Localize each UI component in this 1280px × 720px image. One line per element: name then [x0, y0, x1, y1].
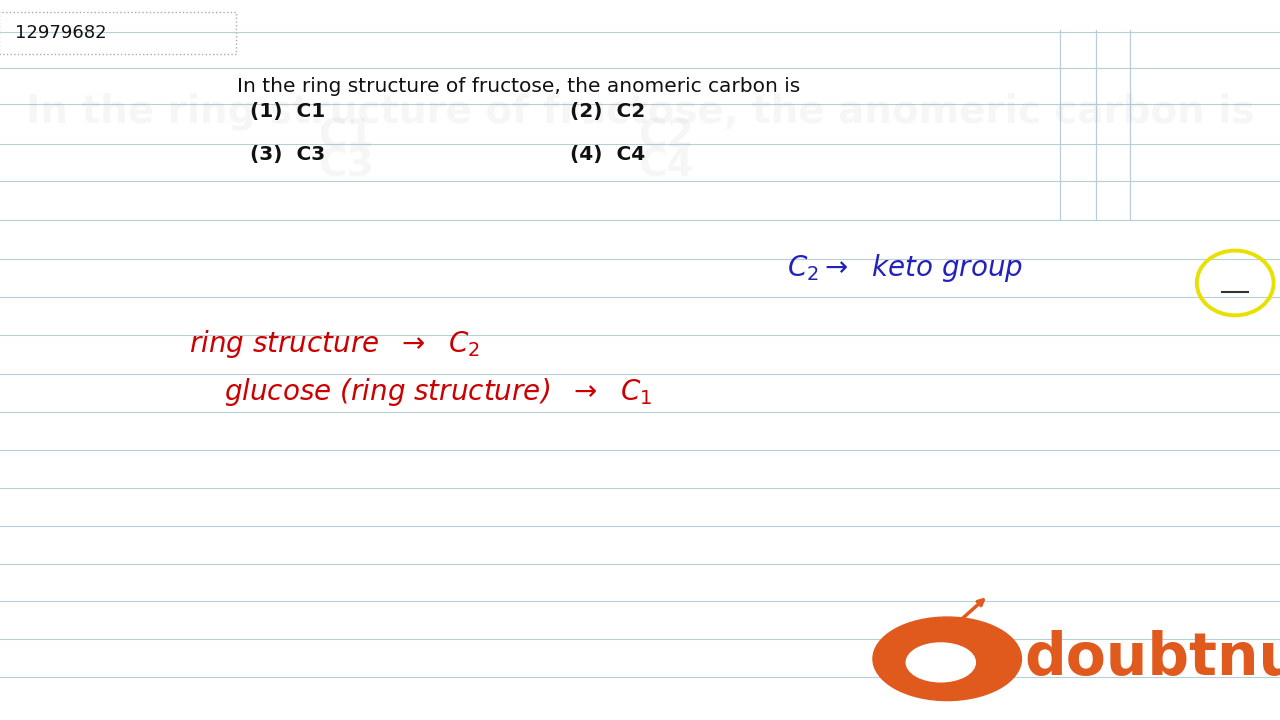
Text: (1)  C1: (1) C1	[250, 102, 325, 121]
Text: In the ring structure of fructose, the anomeric carbon is: In the ring structure of fructose, the a…	[26, 93, 1254, 130]
Text: (2)  C2: (2) C2	[570, 102, 645, 121]
Text: C1: C1	[317, 118, 374, 156]
FancyBboxPatch shape	[0, 12, 236, 54]
Text: In the ring structure of fructose, the anomeric carbon is: In the ring structure of fructose, the a…	[237, 77, 800, 96]
Circle shape	[873, 617, 1021, 701]
Circle shape	[906, 643, 975, 682]
Text: 12979682: 12979682	[15, 24, 108, 42]
Text: glucose (ring structure)  $\rightarrow$  $\mathit{C_1}$: glucose (ring structure) $\rightarrow$ $…	[224, 377, 653, 408]
Text: (3)  C3: (3) C3	[250, 145, 325, 164]
Text: C2: C2	[637, 118, 694, 156]
Text: C3: C3	[317, 147, 374, 184]
Text: (4)  C4: (4) C4	[570, 145, 645, 164]
Text: ring structure  $\rightarrow$  $\mathit{C_2}$: ring structure $\rightarrow$ $\mathit{C_…	[189, 328, 480, 360]
Text: C4: C4	[637, 147, 694, 184]
Text: doubtnut: doubtnut	[1024, 630, 1280, 688]
Text: $\mathit{C_2}$$\rightarrow$  keto group: $\mathit{C_2}$$\rightarrow$ keto group	[787, 252, 1023, 284]
